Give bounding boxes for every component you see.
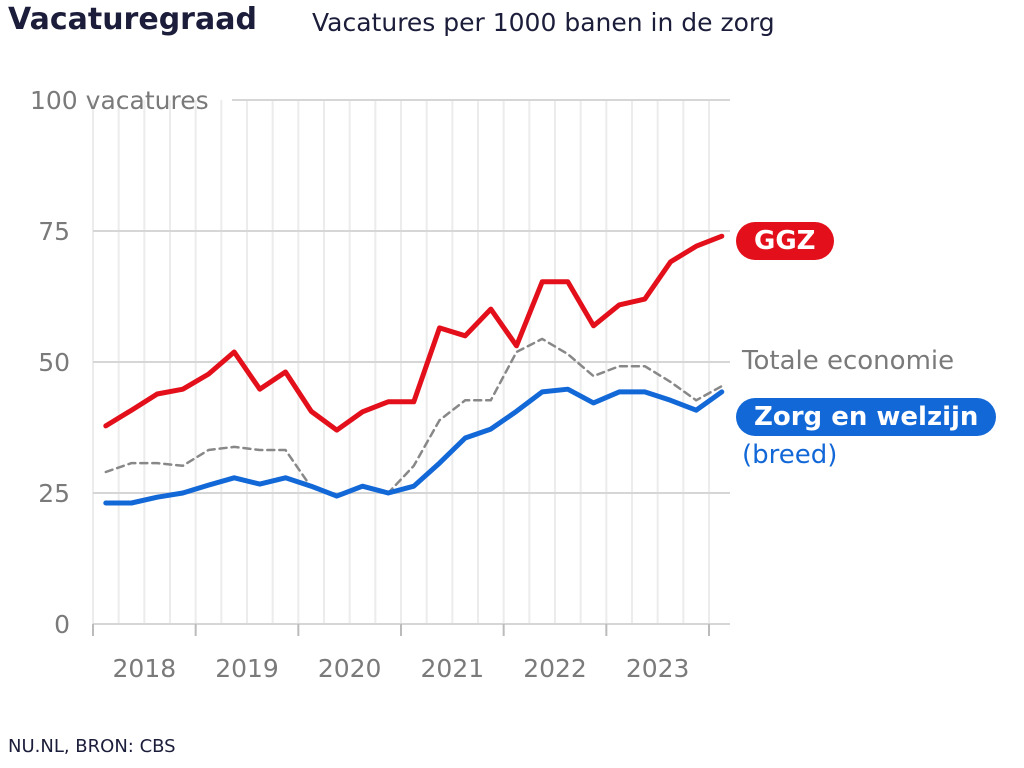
y-tick-label: 25 — [38, 479, 70, 508]
chart-title: Vacaturegraad — [8, 2, 257, 37]
x-tick-label: 2022 — [523, 654, 587, 683]
series-line-totale-economie — [104, 337, 724, 499]
series-line-ggz — [103, 233, 725, 433]
x-tick-label: 2021 — [421, 654, 485, 683]
x-tick-label: 2020 — [318, 654, 382, 683]
source-note: NU.NL, BRON: CBS — [8, 736, 176, 757]
legend-label-ggz: GGZ — [736, 222, 834, 260]
legend-label-totale-economie: Totale economie — [742, 346, 955, 376]
legend-label-zorg-en-welzijn: Zorg en welzijn — [736, 398, 997, 436]
legend-label-breed: (breed) — [742, 440, 838, 470]
x-tick-label: 2018 — [113, 654, 177, 683]
x-tick-label: 2023 — [626, 654, 690, 683]
y-tick-label: 100 vacatures — [30, 86, 209, 115]
y-tick-label: 75 — [38, 217, 70, 246]
y-tick-label: 50 — [38, 348, 70, 377]
series-line-zorg-en-welzijn — [103, 386, 725, 506]
chart-subtitle: Vacatures per 1000 banen in de zorg — [312, 8, 775, 37]
y-tick-label: 0 — [54, 610, 70, 639]
x-tick-label: 2019 — [215, 654, 279, 683]
